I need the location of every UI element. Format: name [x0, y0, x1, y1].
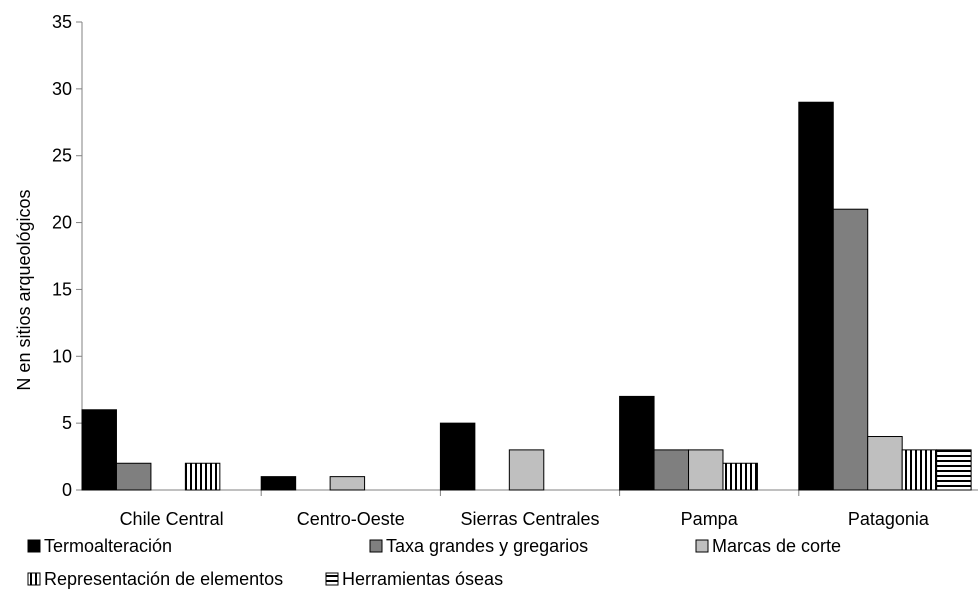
bars: [81, 101, 972, 491]
y-tick-label: 25: [52, 146, 72, 166]
x-category-label: Centro-Oeste: [297, 509, 405, 529]
legend-label: Marcas de corte: [712, 536, 841, 556]
bar: [619, 395, 655, 491]
legend-label: Herramientas óseas: [342, 569, 503, 589]
bar: [867, 436, 903, 491]
y-tick-label: 10: [52, 346, 72, 366]
y-tick-label: 20: [52, 213, 72, 233]
bar: [936, 449, 972, 491]
y-tick-label: 30: [52, 79, 72, 99]
bar: [329, 476, 366, 491]
legend-label: Termoalteración: [44, 536, 172, 556]
axes: 0 5 10 15 20 25 30 35: [52, 12, 978, 500]
legend-label: Taxa grandes y gregarios: [386, 536, 588, 556]
bar: [81, 409, 117, 491]
bar: [439, 422, 476, 491]
y-tick-label: 0: [62, 480, 72, 500]
bar: [832, 208, 869, 491]
legend-swatch: [27, 539, 41, 553]
bar: [653, 449, 690, 491]
legend: Termoalteración Taxa grandes y gregarios M…: [27, 536, 841, 589]
bar: [901, 449, 938, 491]
x-category-label: Sierras Centrales: [460, 509, 599, 529]
x-category-label: Pampa: [681, 509, 739, 529]
legend-swatch: [369, 539, 383, 553]
bar: [260, 476, 297, 491]
y-tick-label: 15: [52, 279, 72, 299]
y-axis-title: N en sitios arqueológicos: [14, 189, 34, 390]
legend-label: Representación de elementos: [44, 569, 283, 589]
y-tick-label: 35: [52, 12, 72, 32]
legend-swatch: [27, 572, 41, 586]
legend-swatch: [695, 539, 709, 553]
x-category-label: Patagonia: [848, 509, 930, 529]
x-category-label: Chile Central: [120, 509, 224, 529]
bar: [688, 449, 724, 491]
category-labels: Chile Central Centro-Oeste Sierras Central…: [120, 509, 930, 529]
bar: [508, 449, 545, 491]
bar: [184, 462, 221, 491]
legend-swatch: [325, 572, 339, 586]
bar: [115, 462, 152, 491]
bar: [798, 101, 834, 491]
y-tick-label: 5: [62, 413, 72, 433]
bar: [722, 462, 758, 491]
